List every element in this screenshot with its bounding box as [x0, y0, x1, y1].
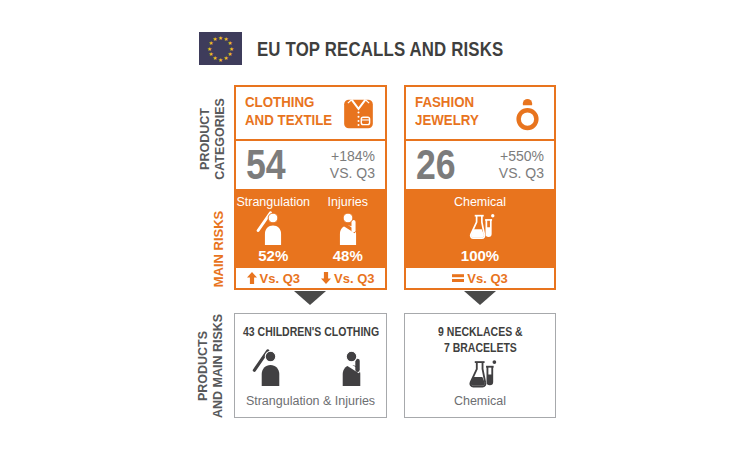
products-caption: Strangulation & Injuries [246, 394, 375, 408]
svg-text:★: ★ [212, 36, 217, 42]
injuries-icon [331, 211, 365, 245]
eu-flag-icon: ★ ★ ★ ★ ★ ★ ★ ★ ★ ★ ★ ★ [199, 32, 242, 65]
trend-equal: Vs. Q3 [406, 271, 554, 286]
arrow-down-icon [321, 272, 331, 284]
strangulation-icon [256, 211, 290, 245]
shirt-icon [340, 95, 377, 132]
recall-change: +550% VS. Q3 [499, 148, 544, 183]
page-title: EU TOP RECALLS AND RISKS [257, 38, 503, 61]
injuries-icon [333, 349, 370, 386]
svg-text:★: ★ [218, 57, 223, 63]
arrow-up-icon [247, 272, 257, 284]
side-label-products-and-main-risks: PRODUCTS AND MAIN RISKS [196, 314, 226, 418]
category-title: CLOTHING AND TEXTILE [245, 94, 332, 129]
trend-strip: Vs. Q3 Vs. Q3 [236, 268, 385, 288]
category-header: FASHION JEWELRY [406, 87, 554, 139]
recall-count: 26 [416, 144, 456, 186]
strangulation-icon [252, 349, 289, 386]
category-header: CLOTHING AND TEXTILE [236, 87, 385, 139]
recall-change: +184% VS. Q3 [330, 148, 375, 183]
risk-injuries: Injuries 48% [311, 195, 386, 264]
recall-count: 54 [246, 144, 286, 186]
risk-strangulation: Strangulation 52% [236, 195, 311, 264]
recall-count-row: 54 +184% VS. Q3 [236, 139, 385, 189]
arrow-down-triangle [294, 291, 326, 305]
arrow-down-triangle [464, 291, 496, 305]
products-title: 9 NECKLACES & 7 BRACELETS [438, 325, 523, 356]
trend-up: Vs. Q3 [236, 271, 311, 286]
svg-text:★: ★ [207, 46, 212, 52]
products-card-clothing: 43 CHILDREN'S CLOTHING Strangulation & I… [234, 313, 387, 418]
category-card-jewelry: FASHION JEWELRY 26 +550% VS. Q3 Chemical… [404, 85, 556, 290]
products-risk-icons [252, 349, 370, 386]
products-caption: Chemical [454, 394, 506, 408]
main-risks-panel: Chemical 100% [406, 189, 554, 268]
equals-icon [452, 273, 464, 283]
chemical-icon [463, 211, 497, 245]
ring-icon [509, 95, 546, 132]
category-card-clothing: CLOTHING AND TEXTILE 54 +184% VS. Q3 Str… [234, 85, 387, 290]
products-risk-icons [462, 357, 499, 394]
risk-chemical: Chemical 100% [406, 195, 554, 264]
svg-text:★: ★ [218, 35, 223, 41]
trend-down: Vs. Q3 [311, 271, 386, 286]
main-risks-panel: Strangulation 52% Injuries 48% [236, 189, 385, 268]
chemical-icon [462, 357, 499, 394]
category-title: FASHION JEWELRY [415, 94, 479, 129]
products-title: 43 CHILDREN'S CLOTHING [242, 325, 378, 341]
trend-strip: Vs. Q3 [406, 268, 554, 288]
svg-text:★: ★ [208, 51, 213, 57]
products-card-jewelry: 9 NECKLACES & 7 BRACELETS Chemical [404, 313, 556, 418]
recall-count-row: 26 +550% VS. Q3 [406, 139, 554, 189]
side-label-product-categories: PRODUCT CATEGORIES [198, 98, 228, 180]
infographic: ★ ★ ★ ★ ★ ★ ★ ★ ★ ★ ★ ★ EU TOP RECALLS A… [0, 0, 749, 449]
svg-text:★: ★ [223, 55, 228, 61]
side-label-main-risks: MAIN RISKS [211, 211, 227, 288]
